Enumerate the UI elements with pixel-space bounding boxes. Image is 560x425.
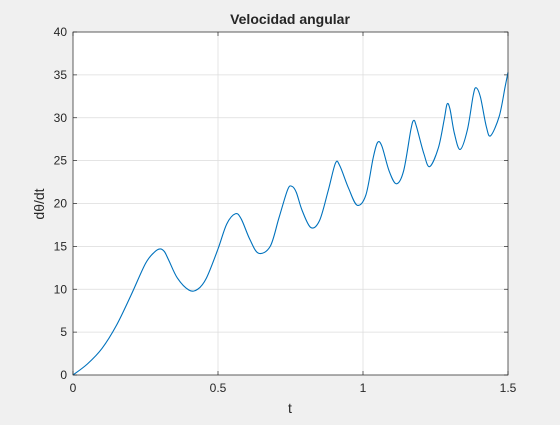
series-line: [72, 72, 509, 376]
chart-title: Velocidad angular: [230, 11, 350, 27]
series-layer: [72, 72, 509, 376]
plot-frame: [72, 31, 509, 376]
y-tick-label: 0: [60, 368, 67, 382]
y-tick-label: 20: [54, 197, 68, 211]
y-tick-label: 10: [54, 282, 68, 296]
y-tick-label: 25: [54, 154, 68, 168]
x-tick-label: 0: [70, 381, 77, 395]
y-tick-label: 35: [54, 68, 68, 82]
x-tick-label: 1: [360, 381, 367, 395]
y-tick-label: 15: [54, 239, 68, 253]
x-tick-label: 0.5: [210, 381, 227, 395]
y-tick-label: 5: [60, 325, 67, 339]
axis-ticks: 0 0.5 1 1.5 0 5 10 15 20 25 30 35 40: [54, 25, 517, 395]
x-tick-label: 1.5: [500, 381, 517, 395]
y-tick-label: 40: [54, 25, 68, 39]
grid: [72, 31, 509, 376]
y-tick-label: 30: [54, 111, 68, 125]
x-axis-label: t: [288, 400, 292, 416]
y-axis-label: dθ/dt: [31, 188, 47, 219]
